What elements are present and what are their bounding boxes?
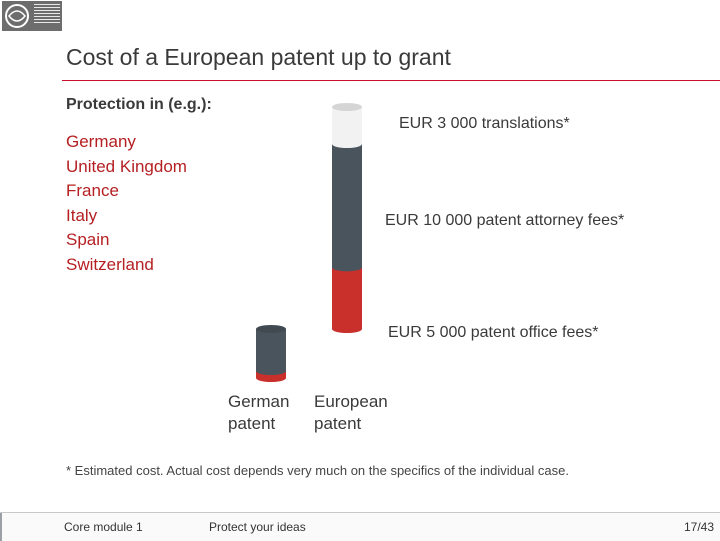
protection-heading: Protection in (e.g.): <box>66 96 212 113</box>
footer-edge <box>0 513 2 541</box>
logo-text-lines <box>34 4 60 25</box>
country-item: Germany <box>66 132 136 151</box>
bar-segment-0-1 <box>256 329 286 375</box>
category-label-line: patent <box>228 414 276 433</box>
country-item: Switzerland <box>66 254 154 274</box>
page-number: 17/43 <box>683 520 714 534</box>
category-label-german: German patent <box>228 391 289 435</box>
category-label-line: European <box>314 392 388 411</box>
office-fees-label: EUR 5 000 patent office fees* <box>388 324 599 341</box>
country-item: United Kingdom <box>66 156 187 176</box>
bar-cap-1 <box>332 103 362 111</box>
country-item: Spain <box>66 230 110 249</box>
attorney-fees-label: EUR 10 000 patent attorney fees* <box>385 212 625 229</box>
country-item: France <box>66 181 119 200</box>
footnote: * Estimated cost. Actual cost depends ve… <box>66 463 569 478</box>
category-label-european: European patent <box>314 391 388 435</box>
epo-logo <box>2 1 62 31</box>
footer-tagline: Protect your ideas <box>209 520 306 534</box>
footer-module: Core module 1 <box>64 520 143 534</box>
category-label-line: patent <box>314 414 362 433</box>
translations-label: EUR 3 000 translations* <box>399 115 570 132</box>
title-rule <box>62 80 720 81</box>
country-item: Italy <box>66 205 98 225</box>
category-label-line: German <box>228 392 290 411</box>
slide-footer: Core module 1 Protect your ideas 17/43 <box>0 512 720 541</box>
country-list: Germany United Kingdom France Italy Spai… <box>66 130 187 277</box>
bar-segment-1-0 <box>332 267 362 333</box>
slide-title: Cost of a European patent up to grant <box>66 44 451 70</box>
bar-segment-1-1 <box>332 144 362 272</box>
bar-cap-0 <box>256 325 286 333</box>
bar-segment-1-2 <box>332 107 362 148</box>
logo-mark-icon <box>5 4 29 28</box>
